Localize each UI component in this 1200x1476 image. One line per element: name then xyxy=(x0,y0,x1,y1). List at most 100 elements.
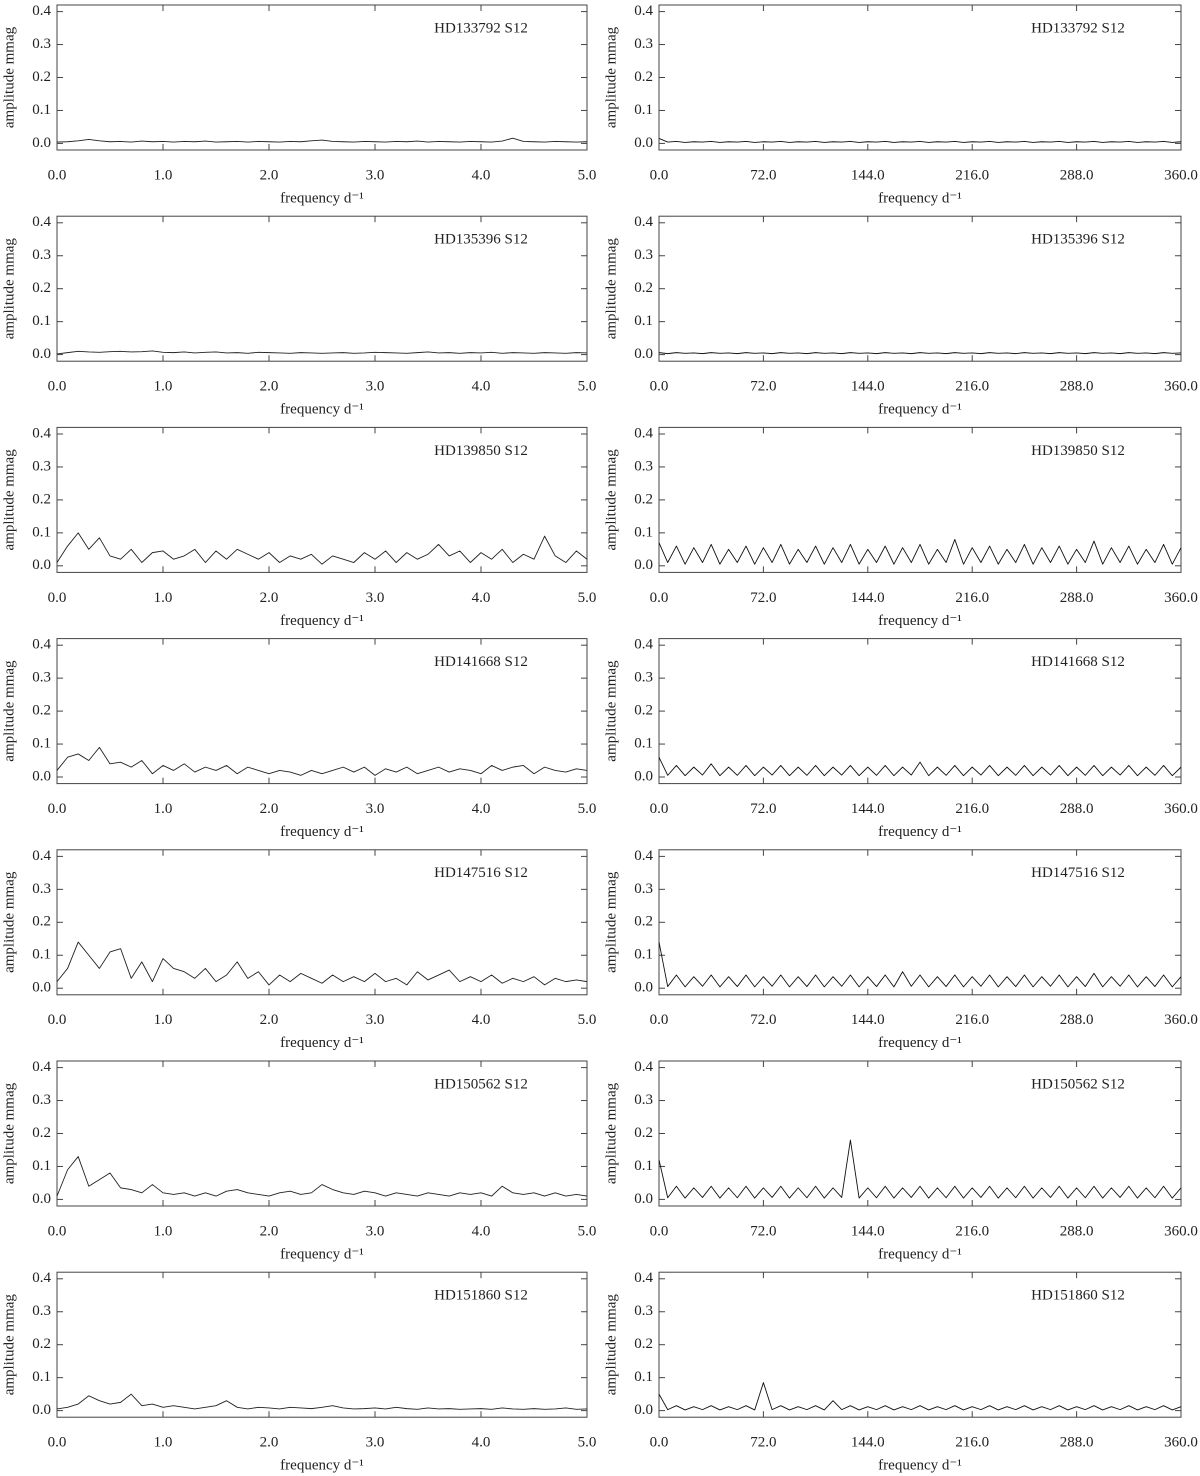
y-tick-label: 0.2 xyxy=(634,703,653,719)
panel-title: HD151860 S12 xyxy=(1031,1288,1125,1304)
spectrum-line xyxy=(658,1382,1182,1411)
x-tick-label: 2.0 xyxy=(260,590,279,606)
y-tick-label: 0.0 xyxy=(634,1402,653,1418)
x-tick-label: 4.0 xyxy=(472,1012,491,1028)
y-tick-label: 0.2 xyxy=(32,280,51,296)
y-tick-label: 0.0 xyxy=(634,768,653,784)
y-tick-label: 0.0 xyxy=(634,346,653,362)
x-tick-label: 0.0 xyxy=(48,1223,67,1239)
y-tick-label: 0.3 xyxy=(32,1303,51,1319)
x-tick-label: 72.0 xyxy=(750,801,776,817)
x-tick-label: 5.0 xyxy=(578,167,597,183)
y-tick-label: 0.2 xyxy=(634,1336,653,1352)
panel-title: HD141668 S12 xyxy=(1031,654,1125,670)
panel-title: HD150562 S12 xyxy=(1031,1076,1125,1092)
y-tick-label: 0.1 xyxy=(634,1158,653,1174)
y-tick-label: 0.3 xyxy=(634,458,653,474)
y-tick-label: 0.1 xyxy=(32,313,51,329)
y-tick-label: 0.0 xyxy=(32,980,51,996)
x-axis-label: frequency d⁻¹ xyxy=(280,613,364,629)
x-tick-label: 4.0 xyxy=(472,1435,491,1451)
y-axis-label: amplitude mmag xyxy=(1,26,17,128)
x-tick-label: 144.0 xyxy=(851,801,885,817)
y-tick-label: 0.2 xyxy=(634,1125,653,1141)
spectrum-line xyxy=(56,941,588,986)
x-tick-label: 3.0 xyxy=(366,801,385,817)
y-tick-label: 0.0 xyxy=(32,1402,51,1418)
x-tick-label: 1.0 xyxy=(154,590,173,606)
y-axis-label: amplitude mmag xyxy=(603,238,619,340)
x-tick-label: 1.0 xyxy=(154,1012,173,1028)
x-tick-label: 5.0 xyxy=(578,590,597,606)
y-tick-label: 0.0 xyxy=(634,1191,653,1207)
x-axis-label: frequency d⁻¹ xyxy=(280,1035,364,1051)
x-tick-label: 5.0 xyxy=(578,1435,597,1451)
x-tick-label: 144.0 xyxy=(851,167,885,183)
spectrum-line xyxy=(658,352,1182,355)
x-tick-label: 3.0 xyxy=(366,1223,385,1239)
x-tick-label: 144.0 xyxy=(851,379,885,395)
x-tick-label: 216.0 xyxy=(955,1012,989,1028)
x-tick-label: 0.0 xyxy=(650,1223,669,1239)
x-axis-label: frequency d⁻¹ xyxy=(280,1246,364,1262)
x-tick-label: 288.0 xyxy=(1060,167,1094,183)
x-tick-label: 288.0 xyxy=(1060,379,1094,395)
x-tick-label: 1.0 xyxy=(154,379,173,395)
spectrum-line xyxy=(56,1156,588,1197)
panel-title: HD151860 S12 xyxy=(434,1288,528,1304)
y-tick-label: 0.2 xyxy=(634,914,653,930)
y-tick-label: 0.3 xyxy=(634,36,653,52)
spectrum-line xyxy=(56,1393,588,1410)
x-axis-label: frequency d⁻¹ xyxy=(878,190,962,206)
x-axis-label: frequency d⁻¹ xyxy=(280,824,364,840)
y-tick-label: 0.4 xyxy=(634,637,653,653)
y-axis-label: amplitude mmag xyxy=(603,449,619,551)
x-tick-label: 4.0 xyxy=(472,590,491,606)
x-tick-label: 3.0 xyxy=(366,590,385,606)
x-tick-label: 72.0 xyxy=(750,590,776,606)
x-tick-label: 4.0 xyxy=(472,1223,491,1239)
y-tick-label: 0.2 xyxy=(32,703,51,719)
y-tick-label: 0.2 xyxy=(634,491,653,507)
x-tick-label: 2.0 xyxy=(260,1012,279,1028)
y-tick-label: 0.3 xyxy=(634,1303,653,1319)
spectrum-line xyxy=(658,941,1182,988)
y-tick-label: 0.3 xyxy=(32,247,51,263)
x-tick-label: 360.0 xyxy=(1164,1435,1198,1451)
x-tick-label: 0.0 xyxy=(650,167,669,183)
x-tick-label: 216.0 xyxy=(955,1223,989,1239)
y-tick-label: 0.0 xyxy=(32,557,51,573)
y-axis-label: amplitude mmag xyxy=(603,871,619,973)
panel-title: HD135396 S12 xyxy=(434,232,528,248)
y-tick-label: 0.4 xyxy=(32,637,51,653)
spectrum-line xyxy=(658,1139,1182,1199)
panel-title: HD135396 S12 xyxy=(1031,232,1125,248)
x-tick-label: 216.0 xyxy=(955,590,989,606)
x-tick-label: 2.0 xyxy=(260,801,279,817)
x-axis-label: frequency d⁻¹ xyxy=(878,1035,962,1051)
y-tick-label: 0.0 xyxy=(32,135,51,151)
y-tick-label: 0.4 xyxy=(32,3,51,19)
y-axis-label: amplitude mmag xyxy=(603,26,619,128)
spectrum-line xyxy=(56,746,588,776)
x-tick-label: 144.0 xyxy=(851,1435,885,1451)
x-tick-label: 72.0 xyxy=(750,1435,776,1451)
panel-title: HD147516 S12 xyxy=(1031,865,1125,881)
x-tick-label: 2.0 xyxy=(260,167,279,183)
x-tick-label: 2.0 xyxy=(260,379,279,395)
y-tick-label: 0.4 xyxy=(634,848,653,864)
y-tick-label: 0.3 xyxy=(634,247,653,263)
x-tick-label: 288.0 xyxy=(1060,1223,1094,1239)
y-axis-label: amplitude mmag xyxy=(603,1294,619,1396)
x-tick-label: 4.0 xyxy=(472,801,491,817)
x-tick-label: 288.0 xyxy=(1060,1435,1094,1451)
x-tick-label: 72.0 xyxy=(750,1223,776,1239)
x-tick-label: 3.0 xyxy=(366,1435,385,1451)
y-tick-label: 0.2 xyxy=(32,1125,51,1141)
y-tick-label: 0.4 xyxy=(32,848,51,864)
panel-title: HD147516 S12 xyxy=(434,865,528,881)
spectrum-line xyxy=(56,137,588,143)
x-tick-label: 360.0 xyxy=(1164,801,1198,817)
x-tick-label: 0.0 xyxy=(48,379,67,395)
spectrum-line xyxy=(658,539,1182,565)
